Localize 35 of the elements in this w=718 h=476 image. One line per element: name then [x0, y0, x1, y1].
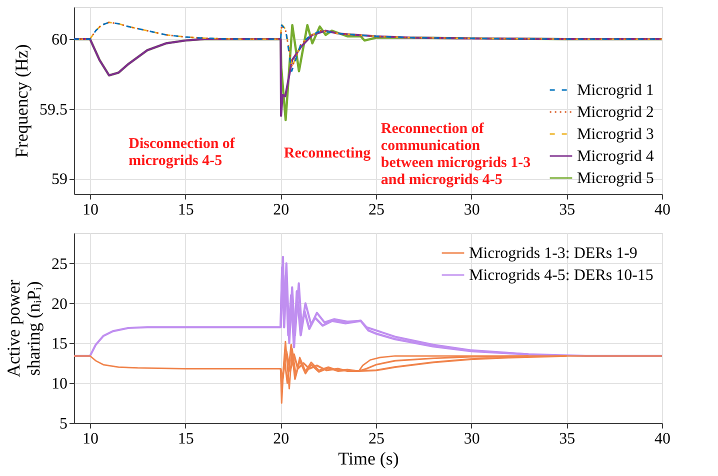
annotation: Reconnection of communication between microgrids 1-3 and microgrids 4-5 — [380, 121, 531, 188]
y-tick-label: 5 — [60, 416, 68, 432]
y-axis-title: Frequency (Hz) — [12, 44, 32, 158]
y-tick-label: 59.5 — [40, 101, 68, 118]
x-tick-label: 40 — [654, 202, 670, 218]
x-tick-label: 40 — [654, 430, 670, 448]
y-tick-label: 10 — [52, 376, 68, 393]
y-tick-label: 15 — [52, 336, 68, 353]
x-tick-label: 25 — [368, 202, 385, 218]
legend-label: Microgrid 4 — [577, 148, 654, 165]
x-tick-label: 15 — [178, 430, 194, 448]
legend-label: Microgrid 3 — [577, 126, 654, 143]
x-tick-label: 20 — [273, 202, 290, 218]
x-axis-title: Time (s) — [338, 448, 399, 468]
x-tick-label: 35 — [559, 202, 576, 218]
legend-label: Microgrids 4-5: DERs 10-15 — [469, 267, 654, 284]
legend-label: Microgrids 1-3: DERs 1-9 — [469, 245, 638, 262]
y-tick-label: 59 — [52, 171, 68, 188]
annotation: Disconnection of microgrids 4-5 — [128, 136, 236, 170]
annotation: Reconnecting — [284, 145, 372, 162]
x-tick-label: 10 — [82, 430, 99, 448]
legend-label: Microgrid 2 — [577, 104, 654, 121]
x-tick-label: 35 — [559, 430, 576, 448]
x-tick-label: 25 — [368, 430, 385, 448]
legend-label: Microgrid 5 — [577, 170, 654, 187]
y-tick-label: 60 — [52, 32, 68, 49]
x-tick-label: 30 — [464, 202, 480, 218]
x-tick-label: 30 — [464, 430, 480, 448]
legend-label: Microgrid 1 — [577, 82, 654, 99]
y-axis-title: Active power sharing (nᵢPᵢ) — [4, 280, 44, 378]
x-tick-label: 20 — [273, 430, 290, 448]
x-tick-label: 10 — [82, 202, 99, 218]
y-tick-label: 20 — [52, 296, 68, 313]
x-tick-label: 15 — [178, 202, 194, 218]
y-tick-label: 25 — [52, 256, 68, 273]
